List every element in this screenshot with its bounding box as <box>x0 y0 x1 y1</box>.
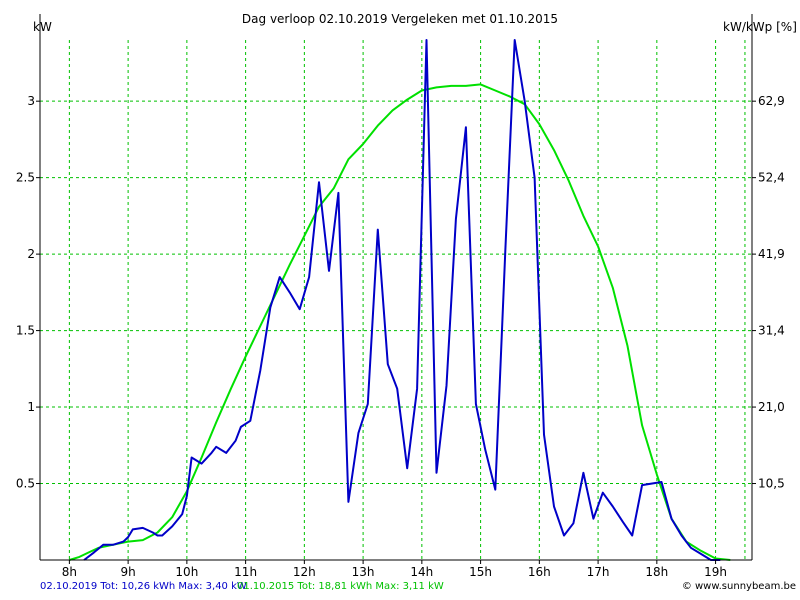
y-axis-right-label: kW/kWp [%] <box>723 20 797 34</box>
y-tick-label-right: 10,5 <box>758 477 785 491</box>
ticks-layer: 8h 9h 10h 11h 12h 13h 14h 15h 16h 17h 18h 19h 0.5 10,… <box>16 94 785 579</box>
x-tick-label: 19h <box>704 565 727 579</box>
axes-layer <box>36 14 756 564</box>
legend-2019: 02.10.2019 Tot: 10,26 kWh Max: 3,40 kW <box>40 581 247 592</box>
grid-layer <box>40 40 752 560</box>
x-tick-label: 9h <box>120 565 135 579</box>
y-axis-left-label: kW <box>33 20 52 34</box>
x-tick-label: 13h <box>352 565 375 579</box>
y-tick-label-left: 3 <box>27 94 35 108</box>
y-tick-label-left: 2 <box>27 247 35 261</box>
y-tick-label-left: 1 <box>27 400 35 414</box>
x-tick-label: 17h <box>587 565 610 579</box>
series-2019-line <box>83 39 721 561</box>
y-tick-label-right: 62,9 <box>758 94 785 108</box>
y-tick-label-left: 0.5 <box>16 477 35 491</box>
y-tick-label-right: 41,9 <box>758 247 785 261</box>
x-tick-label: 10h <box>175 565 198 579</box>
copyright-text: © www.sunnybeam.be <box>681 581 796 592</box>
series-2015-line <box>69 83 731 561</box>
series-layer <box>69 39 731 561</box>
y-tick-label-right: 31,4 <box>758 324 785 338</box>
y-tick-label-right: 52,4 <box>758 171 785 185</box>
legend-2015: 01.10.2015 Tot: 18,81 kWh Max: 3,11 kW <box>237 581 444 592</box>
x-tick-label: 14h <box>410 565 433 579</box>
x-tick-label: 16h <box>528 565 551 579</box>
chart-title: Dag verloop 02.10.2019 Vergeleken met 01… <box>242 12 558 26</box>
x-tick-label: 15h <box>469 565 492 579</box>
y-tick-label-left: 2.5 <box>16 171 35 185</box>
y-tick-label-left: 1.5 <box>16 324 35 338</box>
x-tick-label: 11h <box>234 565 257 579</box>
x-tick-label: 18h <box>645 565 668 579</box>
x-tick-label: 12h <box>293 565 316 579</box>
x-tick-label: 8h <box>62 565 77 579</box>
y-tick-label-right: 21,0 <box>758 400 785 414</box>
